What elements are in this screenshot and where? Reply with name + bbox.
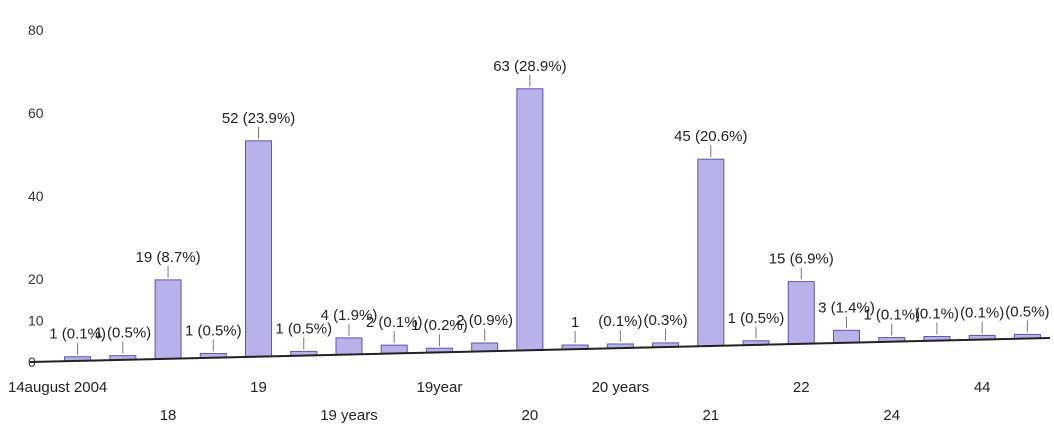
bar xyxy=(245,140,273,358)
data-label: 1 (0.5%) xyxy=(728,310,785,327)
category-label: 44 xyxy=(974,379,991,396)
category-label: 19 xyxy=(250,379,267,396)
y-axis-ticks: 01020406080 xyxy=(28,22,44,370)
data-label: 1 (0.5%) xyxy=(185,323,242,340)
category-label: 18 xyxy=(160,407,177,424)
data-label: (0.3%) xyxy=(643,312,687,329)
data-label: 15 (6.9%) xyxy=(769,251,834,268)
category-label: 19year xyxy=(416,379,462,396)
category-label: 20 years xyxy=(592,379,650,396)
data-label: 1 (0.2%) xyxy=(411,317,468,334)
category-label: 22 xyxy=(793,379,810,396)
y-tick-label: 20 xyxy=(28,271,44,287)
bar xyxy=(471,342,499,352)
bar xyxy=(154,279,182,360)
data-label: 1 (0.1%) xyxy=(863,307,920,324)
bar xyxy=(787,281,815,345)
bar xyxy=(335,337,363,355)
data-label: 45 (20.6%) xyxy=(674,128,747,145)
data-label: (0.1%) xyxy=(915,306,959,323)
y-tick-label: 40 xyxy=(28,188,44,204)
data-label: 2 (0.1%) xyxy=(366,314,423,331)
data-label: 1 (0.5%) xyxy=(275,320,332,337)
data-label: (0.1%) xyxy=(960,304,1004,321)
bar xyxy=(380,344,408,354)
y-tick-label: 10 xyxy=(28,313,44,329)
category-label: 19 years xyxy=(320,407,378,424)
bar xyxy=(516,88,544,351)
data-label: (0.5%) xyxy=(1005,303,1049,320)
bar xyxy=(697,158,725,347)
data-label: 1 (0.1%) xyxy=(49,326,106,343)
data-label: 2 (0.9%) xyxy=(456,312,513,329)
data-label: (0.1%) xyxy=(598,313,642,330)
category-labels: 14august 2004 18 19 19 years 19year 20 20 year… xyxy=(8,379,991,424)
data-label: 63 (28.9%) xyxy=(493,58,566,75)
y-tick-label: 60 xyxy=(28,105,44,121)
data-label: 1 (0.5%) xyxy=(94,325,151,342)
bar xyxy=(832,329,860,344)
category-label: 14august 2004 xyxy=(8,379,107,396)
data-label: 4 (1.9%) xyxy=(321,307,378,324)
y-tick-label: 80 xyxy=(28,22,44,38)
category-label: 20 xyxy=(522,407,539,424)
category-label: 24 xyxy=(883,407,900,424)
data-label: 52 (23.9%) xyxy=(222,110,295,127)
x-axis-line xyxy=(29,337,1051,363)
data-labels: 1 (0.1%)1 (0.5%)19 (8.7%)1 (0.5%)52 (23.… xyxy=(49,58,1049,343)
data-label: 1 xyxy=(571,314,579,331)
category-label: 21 xyxy=(702,407,719,424)
data-label: 19 (8.7%) xyxy=(136,249,201,266)
data-label: 3 (1.4%) xyxy=(818,299,875,316)
